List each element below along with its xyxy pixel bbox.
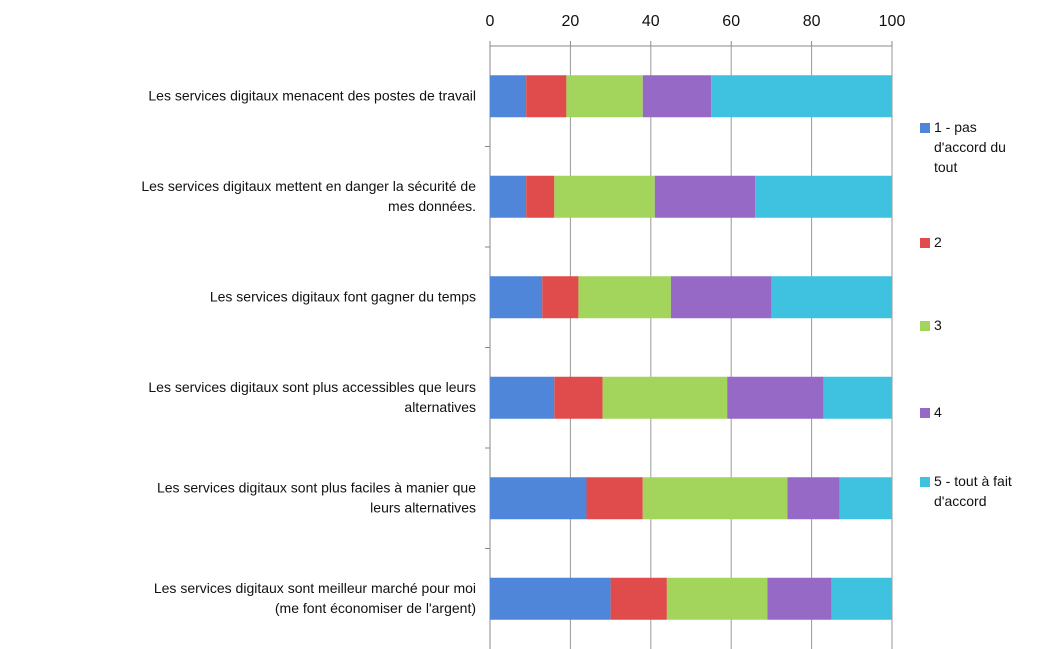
legend-label: 4 <box>934 404 942 420</box>
legend-label: 2 <box>934 234 942 250</box>
bar-segment <box>490 376 555 419</box>
bar-segment <box>602 376 728 419</box>
bar-segment <box>554 175 655 218</box>
legend-label: 3 <box>934 317 942 333</box>
legend-label: 5 - tout à fait d'accord <box>934 473 1012 509</box>
legend-swatch <box>920 321 930 331</box>
bar-segment <box>771 276 892 319</box>
bar-segment <box>578 276 671 319</box>
bar-segment <box>542 276 579 319</box>
bar-segment <box>566 75 643 118</box>
bar-segment <box>610 577 667 620</box>
bar-segment <box>839 477 892 520</box>
bar-segment <box>554 376 603 419</box>
x-tick-label: 100 <box>879 13 906 30</box>
bar-segment <box>823 376 892 419</box>
y-tick-label: Les services digitaux sont plus accessib… <box>148 378 476 414</box>
y-tick-label: Les services digitaux menacent des poste… <box>148 87 476 103</box>
bar-segment <box>755 175 892 218</box>
bar-segment <box>666 577 768 620</box>
legend-swatch <box>920 238 930 248</box>
x-tick-label: 40 <box>642 13 660 30</box>
legend-label: 1 - pas d'accord du tout <box>934 119 1006 175</box>
bar-segment <box>526 175 555 218</box>
x-tick-label: 80 <box>803 13 821 30</box>
bar-segment <box>670 276 772 319</box>
y-tick-label: Les services digitaux font gagner du tem… <box>210 288 476 304</box>
bar-segment <box>490 477 587 520</box>
bar-segment <box>831 577 892 620</box>
bar-segment <box>490 175 527 218</box>
bar-segment <box>490 276 543 319</box>
y-tick-label: Les services digitaux sont plus faciles … <box>157 479 476 515</box>
bar-segment <box>767 577 832 620</box>
bar-segment <box>642 477 788 520</box>
bar-segment <box>586 477 643 520</box>
bar-segment <box>727 376 824 419</box>
y-tick-label: Les services digitaux mettent en danger … <box>141 177 476 213</box>
bar-segment <box>654 175 756 218</box>
x-tick-label: 0 <box>486 13 495 30</box>
legend-swatch <box>920 477 930 487</box>
bar-segment <box>526 75 567 118</box>
bar-segment <box>787 477 840 520</box>
bar-segment <box>711 75 892 118</box>
y-tick-label: Les services digitaux sont meilleur marc… <box>154 579 476 615</box>
bar-segment <box>642 75 712 118</box>
x-tick-label: 60 <box>722 13 740 30</box>
legend-swatch <box>920 408 930 418</box>
legend-swatch <box>920 123 930 133</box>
bar-segment <box>490 75 527 118</box>
bar-segment <box>490 577 611 620</box>
x-tick-label: 20 <box>562 13 580 30</box>
